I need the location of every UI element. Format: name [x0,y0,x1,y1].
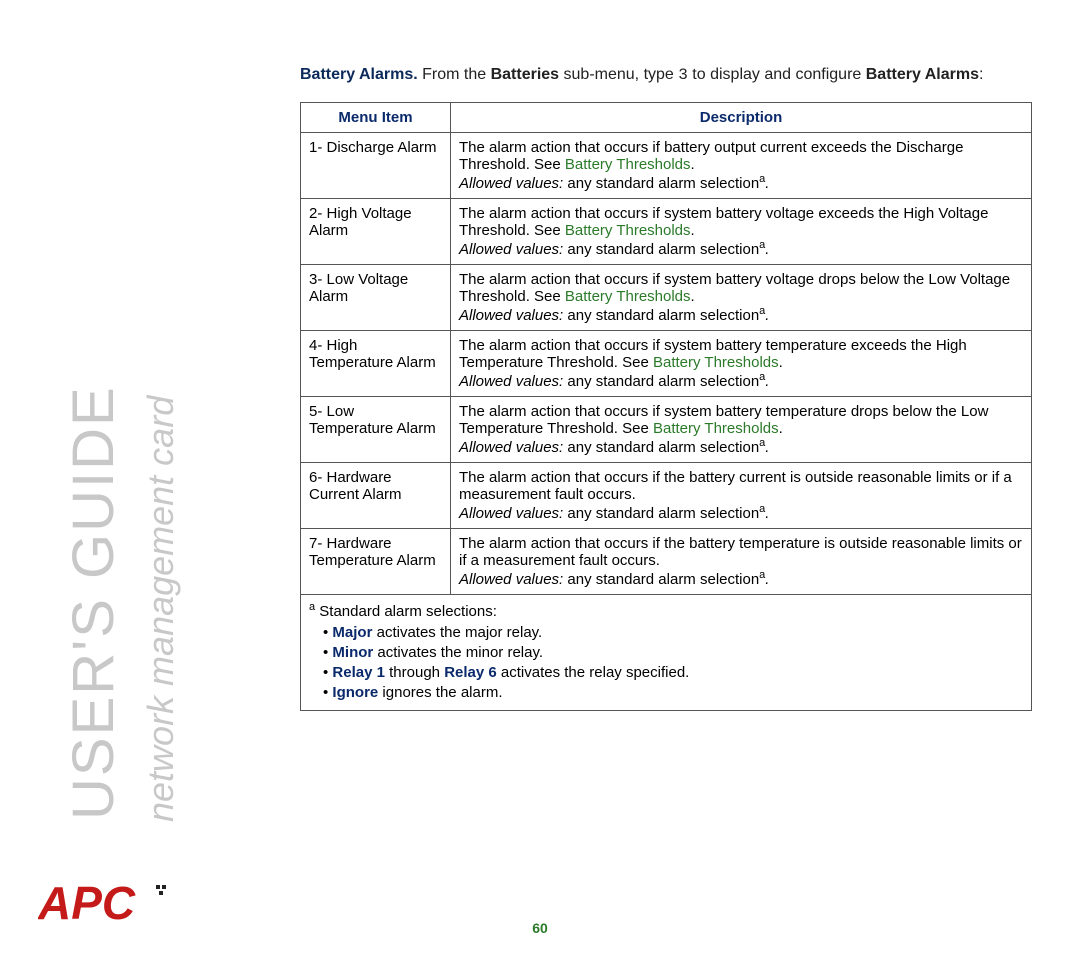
menu-item-cell: 2- High Voltage Alarm [301,199,451,265]
page-number: 60 [532,920,548,936]
footnote-item: Ignore ignores the alarm. [323,684,1023,701]
battery-thresholds-link[interactable]: Battery Thresholds [653,420,779,437]
guide-subtitle: network management card [140,396,182,822]
allowed-values: Allowed values: any standard alarm selec… [459,439,769,456]
table-header-row: Menu Item Description [301,103,1032,133]
menu-item-cell: 3- Low Voltage Alarm [301,265,451,331]
description-cell: The alarm action that occurs if system b… [451,397,1032,463]
footnote-cell: a Standard alarm selections:Major activa… [301,595,1032,711]
footnote-item: Major activates the major relay. [323,624,1023,641]
menu-item-cell: 1- Discharge Alarm [301,133,451,199]
table-row: 2- High Voltage AlarmThe alarm action th… [301,199,1032,265]
battery-thresholds-link[interactable]: Battery Thresholds [565,288,691,305]
menu-item-cell: 5- Low Temperature Alarm [301,397,451,463]
table-row: 7- Hardware Temperature AlarmThe alarm a… [301,529,1032,595]
table-row: 4- High Temperature AlarmThe alarm actio… [301,331,1032,397]
table-row: 1- Discharge AlarmThe alarm action that … [301,133,1032,199]
description-cell: The alarm action that occurs if system b… [451,331,1032,397]
description-text: The alarm action that occurs if the batt… [459,535,1022,569]
description-cell: The alarm action that occurs if system b… [451,199,1032,265]
description-cell: The alarm action that occurs if system b… [451,265,1032,331]
description-cell: The alarm action that occurs if the batt… [451,529,1032,595]
menu-item-cell: 4- High Temperature Alarm [301,331,451,397]
allowed-values: Allowed values: any standard alarm selec… [459,505,769,522]
allowed-values: Allowed values: any standard alarm selec… [459,307,769,324]
battery-thresholds-link[interactable]: Battery Thresholds [653,354,779,371]
intro-paragraph: Battery Alarms. From the Batteries sub-m… [300,64,1040,86]
menu-item-cell: 6- Hardware Current Alarm [301,463,451,529]
allowed-values: Allowed values: any standard alarm selec… [459,571,769,588]
guide-title-text: USER'S GUIDE [61,385,126,820]
header-description: Description [451,103,1032,133]
description-text: The alarm action that occurs if the batt… [459,469,1012,503]
table-row: 5- Low Temperature AlarmThe alarm action… [301,397,1032,463]
battery-alarms-table: Menu Item Description 1- Discharge Alarm… [300,102,1032,711]
description-cell: The alarm action that occurs if the batt… [451,463,1032,529]
logo-text: APC [38,877,136,929]
description-text: The alarm action that occurs if system b… [459,271,1010,305]
description-cell: The alarm action that occurs if battery … [451,133,1032,199]
guide-title: USER'S GUIDE [60,385,127,820]
footnote-item: Relay 1 through Relay 6 activates the re… [323,664,1023,681]
table-row: 6- Hardware Current AlarmThe alarm actio… [301,463,1032,529]
header-menu-item: Menu Item [301,103,451,133]
allowed-values: Allowed values: any standard alarm selec… [459,241,769,258]
sidebar: USER'S GUIDE network management card APC [0,0,260,966]
footnote-row: a Standard alarm selections:Major activa… [301,595,1032,711]
footnote-list: Major activates the major relay. Minor ac… [309,624,1023,701]
allowed-values: Allowed values: any standard alarm selec… [459,175,769,192]
apc-logo: APC [38,877,198,938]
allowed-values: Allowed values: any standard alarm selec… [459,373,769,390]
footnote-item: Minor activates the minor relay. [323,644,1023,661]
description-text: The alarm action that occurs if system b… [459,205,988,239]
description-text: The alarm action that occurs if battery … [459,139,963,173]
section-title: Battery Alarms. [300,66,418,83]
main-content: Battery Alarms. From the Batteries sub-m… [300,48,1040,711]
battery-thresholds-link[interactable]: Battery Thresholds [565,156,691,173]
table-row: 3- Low Voltage AlarmThe alarm action tha… [301,265,1032,331]
menu-item-cell: 7- Hardware Temperature Alarm [301,529,451,595]
battery-thresholds-link[interactable]: Battery Thresholds [565,222,691,239]
